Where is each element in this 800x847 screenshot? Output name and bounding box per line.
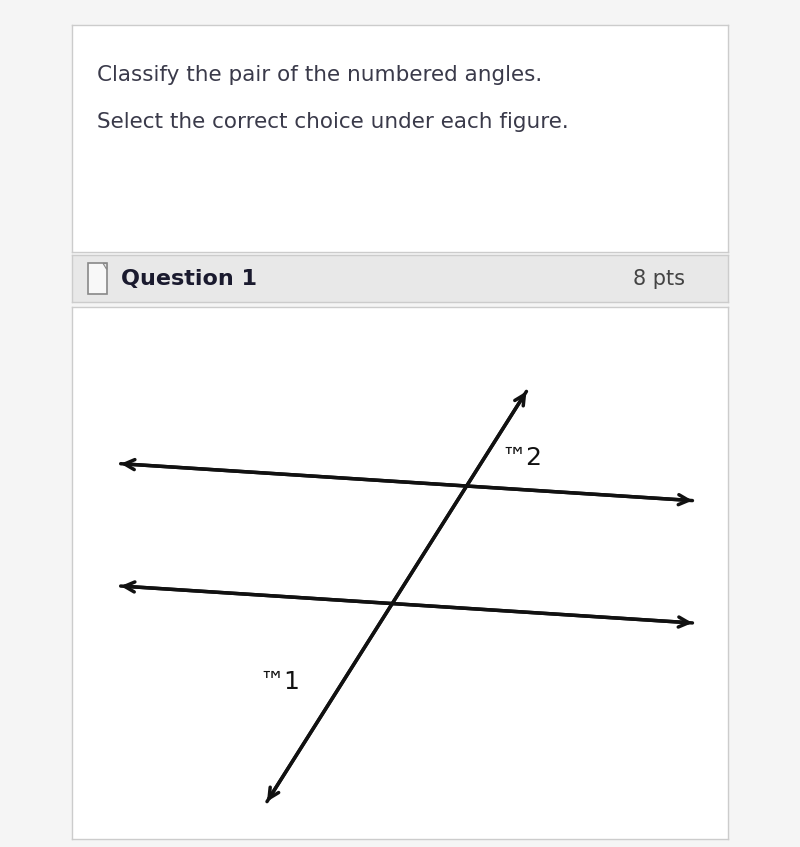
Bar [89,263,106,294]
Text: Question 1: Question 1 [122,268,258,289]
Text: Select the correct choice under each figure.: Select the correct choice under each fig… [97,112,569,132]
Text: 8 pts: 8 pts [634,268,686,289]
Text: ™1: ™1 [259,670,300,694]
Polygon shape [103,263,106,269]
Text: ™2: ™2 [502,446,542,470]
Text: Classify the pair of the numbered angles.: Classify the pair of the numbered angles… [97,64,542,85]
